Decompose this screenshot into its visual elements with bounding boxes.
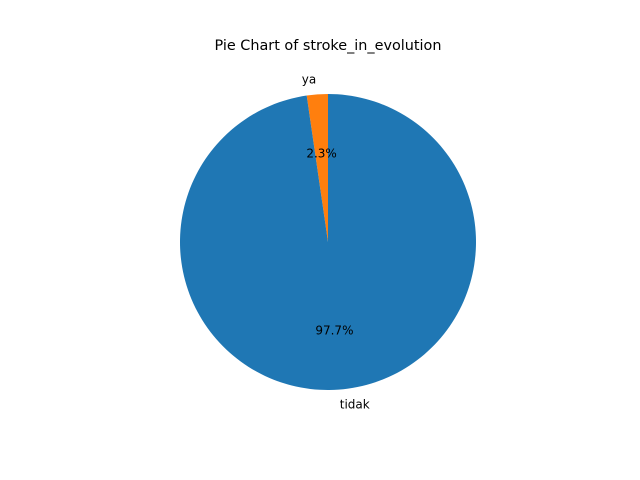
slice-label-tidak: tidak xyxy=(340,397,370,411)
pie-labels: ya 2.3% tidak 97.7% xyxy=(302,73,370,412)
slice-percent-ya: 2.3% xyxy=(306,146,337,160)
pie-slices xyxy=(179,94,476,391)
slice-label-ya: ya xyxy=(302,73,316,87)
pie-slice-ya xyxy=(306,94,328,242)
slice-percent-tidak: 97.7% xyxy=(315,324,353,338)
chart-title: Pie Chart of stroke_in_evolution xyxy=(215,38,442,54)
pie-slice-tidak xyxy=(179,94,476,391)
